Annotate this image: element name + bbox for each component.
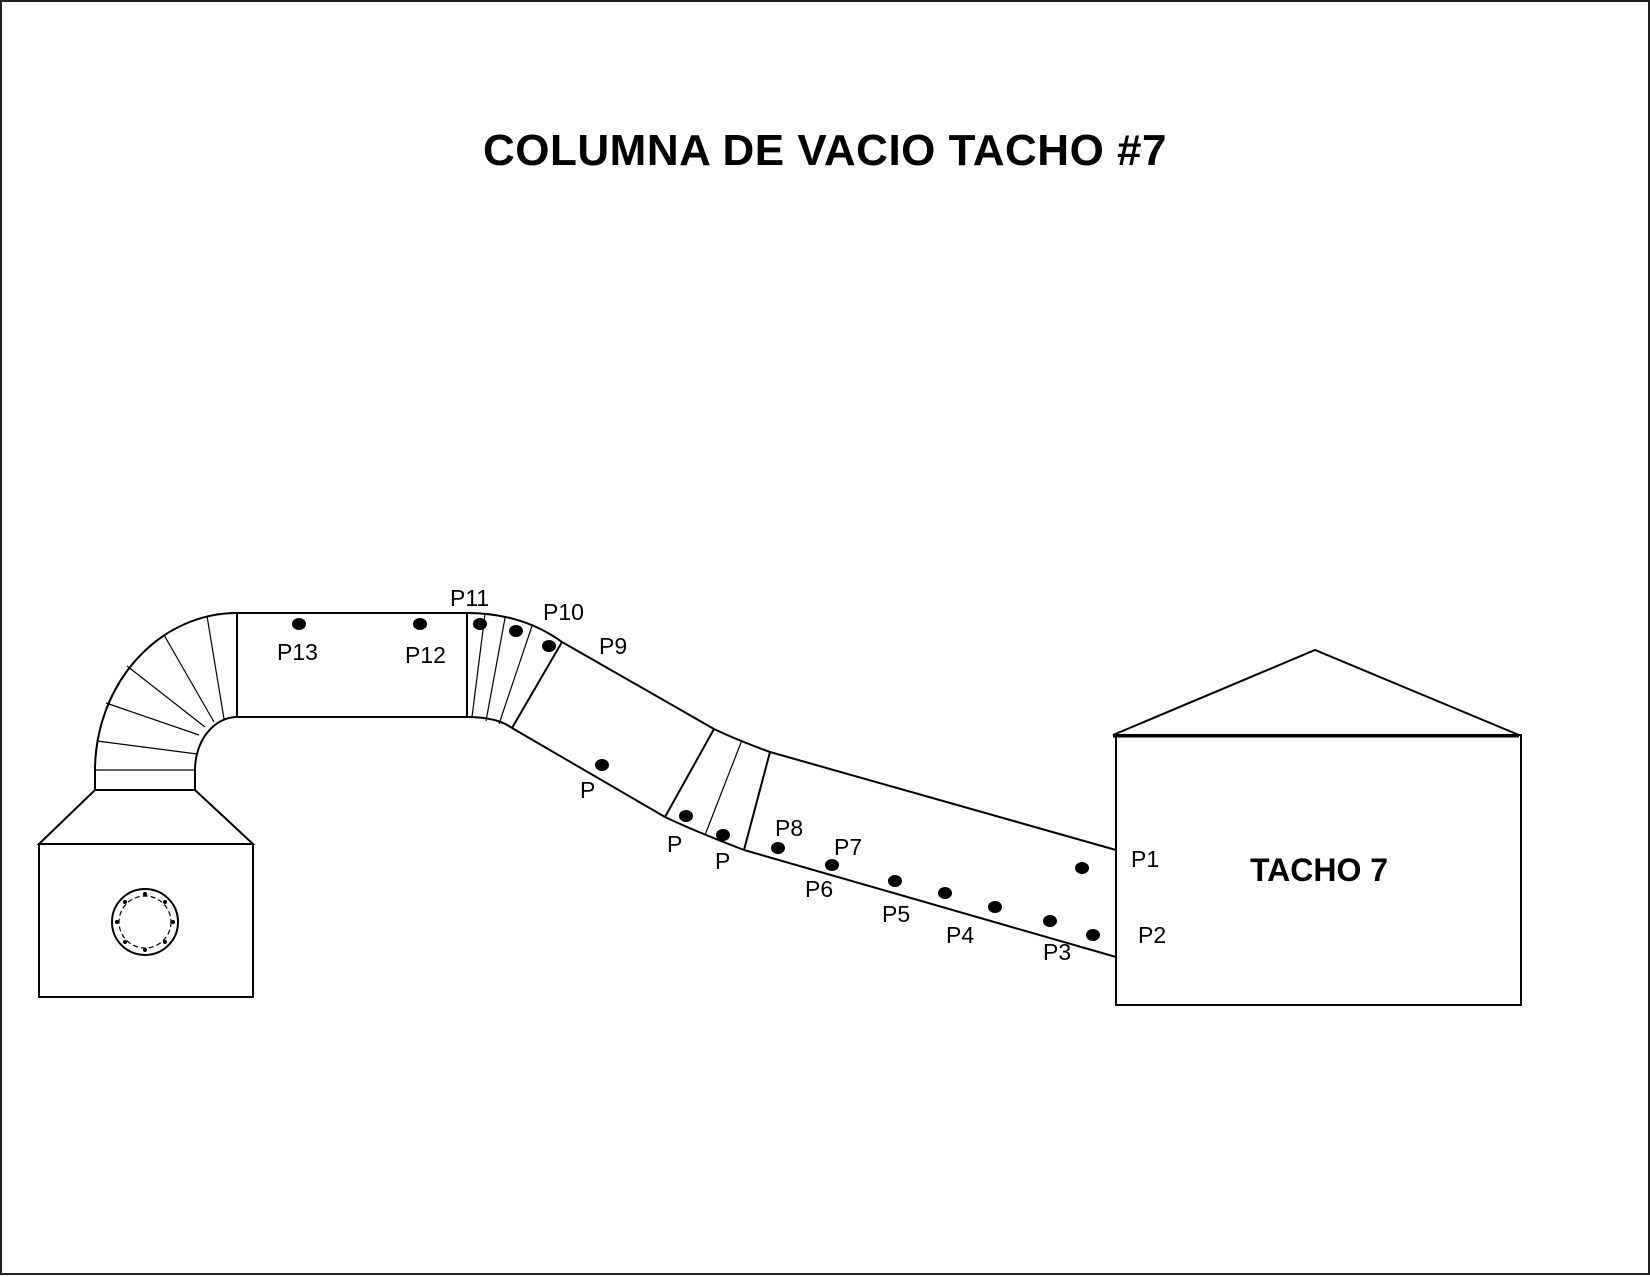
point-label-p1: P1: [1131, 846, 1159, 872]
point-label-p3: P3: [1043, 939, 1071, 965]
diagram-title: COLUMNA DE VACIO TACHO #7: [483, 126, 1167, 175]
point-dot-p12: [413, 618, 427, 630]
point-label-p13: P13: [277, 639, 318, 665]
point-label-p6: P6: [805, 876, 833, 902]
point-label-p2: P2: [1138, 922, 1166, 948]
point-dot-pa: [595, 759, 609, 771]
measurement-dots: [292, 618, 1100, 941]
lower-pipe-to-tank: [743, 751, 1117, 958]
top-horizontal-pipe: [236, 612, 468, 718]
point-dot-p11: [473, 618, 487, 630]
measurement-labels: P1 P2 P3 P4 P5 P6 P7 P8 P P P P9 P10 P11…: [277, 585, 1166, 965]
tank: [1112, 648, 1522, 1006]
point-dot-p10: [509, 625, 523, 637]
point-dot-p3: [1043, 915, 1057, 927]
elbow-bend: [94, 612, 238, 771]
point-label-p11: P11: [450, 585, 489, 611]
point-dot-p9: [542, 640, 556, 652]
point-dot-p7: [825, 859, 839, 871]
point-label-pc: P: [715, 848, 730, 874]
lower-bend: [664, 728, 771, 851]
condenser-box: [38, 843, 254, 998]
flange-port: [111, 888, 179, 956]
descending-pipe: [511, 641, 715, 818]
point-dot-pb: [679, 810, 693, 822]
point-label-pb: P: [667, 831, 682, 857]
point-label-p8: P8: [775, 815, 803, 841]
point-dot-p8: [771, 842, 785, 854]
upper-bend: [466, 612, 563, 729]
point-label-p4: P4: [946, 922, 974, 948]
point-dot-p13: [292, 618, 306, 630]
point-dot-pc: [716, 829, 730, 841]
point-dot-p2: [1086, 929, 1100, 941]
riser-pipe: [94, 769, 196, 790]
point-label-p5: P5: [882, 901, 910, 927]
point-dot-p5: [938, 887, 952, 899]
point-dot-p1: [1075, 862, 1089, 874]
point-label-p10: P10: [543, 599, 584, 625]
tank-label: TACHO 7: [1250, 852, 1388, 888]
point-dot-p4: [988, 901, 1002, 913]
point-label-p9: P9: [599, 633, 627, 659]
point-label-p12: P12: [405, 642, 446, 668]
condenser-hood: [36, 789, 256, 845]
point-label-pa: P: [580, 777, 595, 803]
point-dot-p6: [888, 875, 902, 887]
point-label-p7: P7: [834, 834, 862, 860]
